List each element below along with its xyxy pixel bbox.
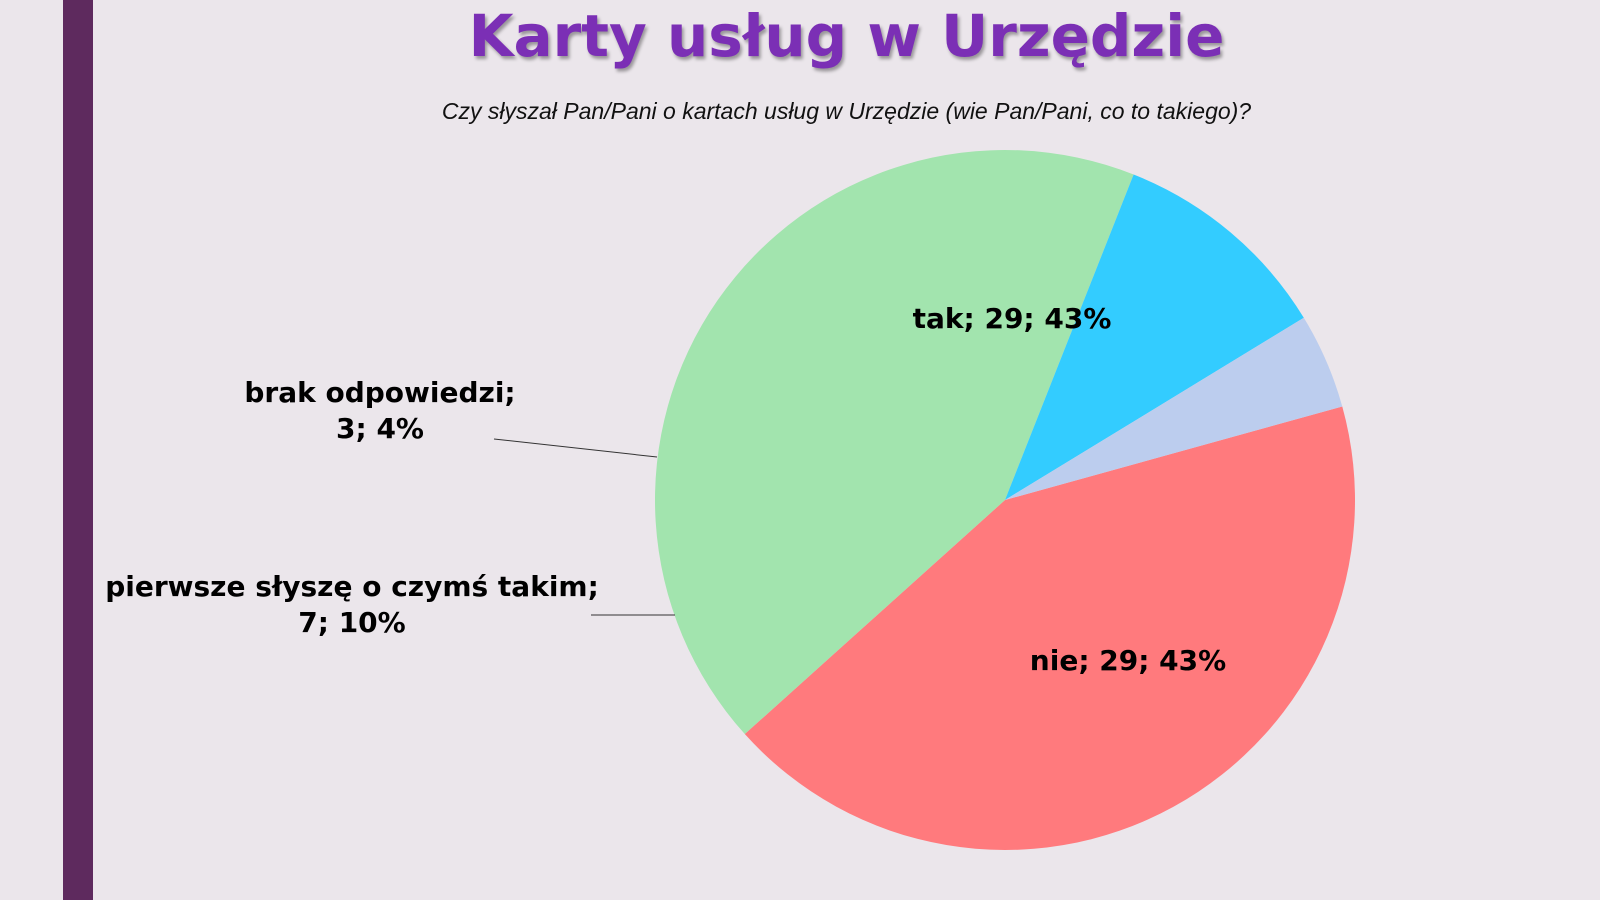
page-title: Karty usług w Urzędzie: [468, 2, 1225, 70]
pie-slice-2: [655, 150, 1134, 735]
leader-line-4: [493, 438, 658, 458]
data-labels: tak; 29; 43% nie; 29; 43% pierwsze słyszę …: [105, 302, 1226, 677]
leader-lines: [493, 438, 675, 616]
pie-slice-1: [744, 406, 1355, 850]
data-label-3: pierwsze słyszę o czymś takim; 7; 10%: [105, 570, 599, 639]
left-accent-bar: [63, 0, 93, 900]
chart-subtitle: Czy słyszał Pan/Pani o kartach usług w U…: [441, 98, 1252, 124]
data-label-2: nie; 29; 43%: [1030, 644, 1226, 677]
pie-slices: [655, 150, 1355, 850]
data-label-4: brak odpowiedzi; 3; 4%: [244, 376, 515, 445]
pie-slice-4: [1005, 317, 1343, 500]
data-label-1: tak; 29; 43%: [913, 302, 1112, 335]
pie-slice-3: [1005, 174, 1304, 500]
